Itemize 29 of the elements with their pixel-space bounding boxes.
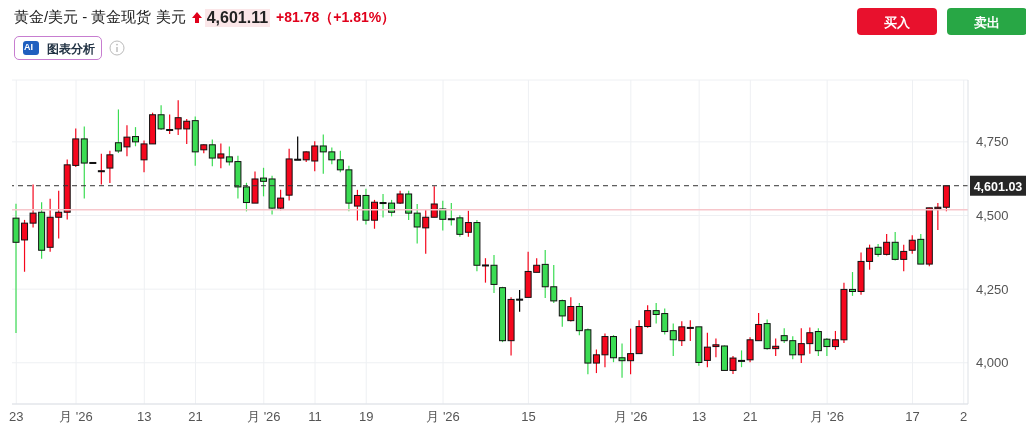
x-tick-label: 23 xyxy=(9,409,24,425)
x-tick-label: 13 xyxy=(137,409,152,425)
text: AI xyxy=(24,42,33,52)
x-tick-label: 19 xyxy=(359,409,374,425)
x-tick-label: 月 '26 xyxy=(426,409,460,425)
x-tick-label: 月 '26 xyxy=(614,409,648,425)
y-tick-label: 4,250 xyxy=(976,281,1009,297)
x-tick-label: 2 xyxy=(960,409,968,425)
x-tick-label: 月 '26 xyxy=(810,409,844,425)
x-tick-label: 11 xyxy=(308,409,322,425)
x-tick-label: 月 '26 xyxy=(59,409,93,425)
candlestick xyxy=(106,150,114,184)
ref-line-label: 4,601.03 xyxy=(973,179,1023,194)
y-tick-label: 4,000 xyxy=(976,355,1009,371)
y-tick-label: 4,500 xyxy=(976,208,1009,224)
x-tick-label: 21 xyxy=(188,409,203,425)
x-tick-label: 15 xyxy=(521,409,536,425)
x-tick-label: 月 '26 xyxy=(247,409,281,425)
y-tick-label: 4,750 xyxy=(976,134,1009,150)
text: 4,601.11 xyxy=(204,8,271,27)
chart-title: 黄金/美元 - 黄金现货 美元 xyxy=(14,8,186,27)
x-tick-label: 17 xyxy=(905,409,920,425)
candlestick xyxy=(97,153,105,186)
text: 买入 xyxy=(883,14,911,32)
text: +81.78（+1.81%） xyxy=(276,8,396,27)
x-tick-label: 13 xyxy=(691,409,707,425)
text: 图表分析 xyxy=(47,41,95,58)
x-tick-label: 21 xyxy=(743,409,758,425)
text: 卖出 xyxy=(973,14,1001,32)
